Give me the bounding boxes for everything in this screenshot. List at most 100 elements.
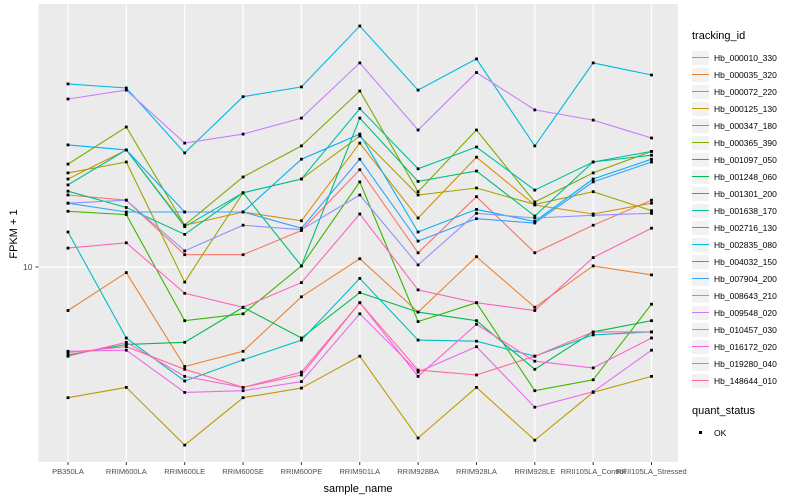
legend-swatch-line [692, 90, 709, 93]
data-point [650, 157, 653, 161]
data-point [591, 213, 595, 217]
data-point [358, 141, 362, 145]
data-point [300, 370, 303, 374]
x-tick-label: RRIM600LE [164, 467, 205, 476]
data-point [650, 330, 653, 334]
data-point [241, 253, 245, 257]
legend-swatch-line [692, 107, 709, 110]
data-point [124, 345, 128, 349]
legend-item-Hb_000010_330: Hb_000010_330 [692, 49, 800, 66]
legend-swatch-line [692, 379, 709, 382]
data-point [533, 214, 537, 218]
data-point [650, 348, 653, 352]
data-point [66, 230, 70, 234]
data-point [358, 134, 362, 138]
data-point [533, 359, 537, 363]
legend: tracking_id Hb_000010_330 Hb_000035_320 Hb… [692, 30, 800, 441]
plot-panel [38, 4, 678, 462]
data-point [475, 155, 478, 159]
legend-swatch-line [692, 73, 709, 76]
data-point [416, 239, 420, 243]
data-point [241, 223, 245, 227]
data-point [533, 188, 537, 192]
data-point [533, 203, 537, 206]
data-point [475, 319, 478, 323]
data-point [124, 241, 128, 245]
legend-swatch-line [692, 226, 709, 229]
legend-key-line-icon [692, 84, 709, 99]
data-point [358, 116, 362, 120]
legend-key-line-icon [692, 186, 709, 201]
legend-swatch-line [692, 311, 709, 314]
data-point [124, 198, 128, 202]
legend-swatch-line [692, 328, 709, 331]
data-point [650, 302, 653, 306]
square-point-icon [699, 431, 702, 434]
data-point [241, 305, 245, 309]
data-point [183, 443, 187, 447]
data-point [183, 225, 187, 229]
data-point [124, 86, 128, 90]
legend-item-Hb_004032_150: Hb_004032_150 [692, 253, 800, 270]
data-point [475, 195, 478, 199]
legend-swatch-line [692, 260, 709, 263]
legend-item-Hb_000035_320: Hb_000035_320 [692, 66, 800, 83]
data-point [66, 143, 70, 147]
data-point [241, 210, 245, 214]
legend-label: Hb_002835_080 [714, 239, 777, 250]
x-tick-label: RRIM901LA [339, 467, 380, 476]
data-point [124, 210, 128, 214]
data-point [300, 386, 303, 390]
legend-key-line-icon [692, 356, 709, 371]
legend-key-point-icon [692, 425, 709, 440]
legend-item-Hb_010457_030: Hb_010457_030 [692, 321, 800, 338]
data-point [533, 220, 537, 223]
data-point [66, 183, 70, 187]
data-point [416, 436, 420, 440]
legend-label: Hb_000347_180 [714, 120, 777, 131]
legend-key-line-icon [692, 373, 709, 388]
x-tick-label: RRIM928LE [514, 467, 555, 476]
data-point [533, 108, 537, 112]
data-point [475, 57, 478, 61]
data-point [66, 82, 70, 86]
data-point [591, 256, 595, 259]
legend-tracking-items: Hb_000010_330 Hb_000035_320 Hb_000072_220 H… [692, 49, 800, 389]
data-point [475, 217, 478, 221]
data-point [533, 367, 537, 371]
data-point [416, 370, 420, 374]
data-point [241, 175, 245, 179]
legend-key-line-icon [692, 254, 709, 269]
legend-key-line-icon [692, 288, 709, 303]
data-point [650, 73, 653, 77]
legend-swatch-line [692, 345, 709, 348]
data-point [591, 264, 595, 268]
data-point [650, 160, 653, 164]
data-point [533, 221, 537, 225]
data-point [416, 190, 420, 194]
data-point [475, 145, 478, 149]
data-point [241, 389, 245, 393]
data-point [416, 88, 420, 92]
x-tick-label: RRIM928LA [456, 467, 497, 476]
data-point [475, 373, 478, 377]
x-tick-label: RRIM928BA [397, 467, 439, 476]
legend-label: Hb_001301_200 [714, 188, 777, 199]
data-point [124, 148, 128, 152]
data-point [183, 233, 187, 236]
legend-key-line-icon [692, 237, 709, 252]
data-point [591, 366, 595, 370]
data-point [416, 338, 420, 342]
data-point [300, 380, 303, 383]
legend-label: Hb_010457_030 [714, 324, 777, 335]
data-point [124, 271, 128, 274]
data-point [358, 180, 362, 184]
data-point [475, 128, 478, 132]
data-point [591, 180, 595, 184]
data-point [183, 223, 187, 227]
data-point [416, 167, 420, 171]
data-point [416, 375, 420, 378]
data-point [183, 141, 187, 145]
x-tick-label: RRII105LA_Control [561, 467, 626, 476]
